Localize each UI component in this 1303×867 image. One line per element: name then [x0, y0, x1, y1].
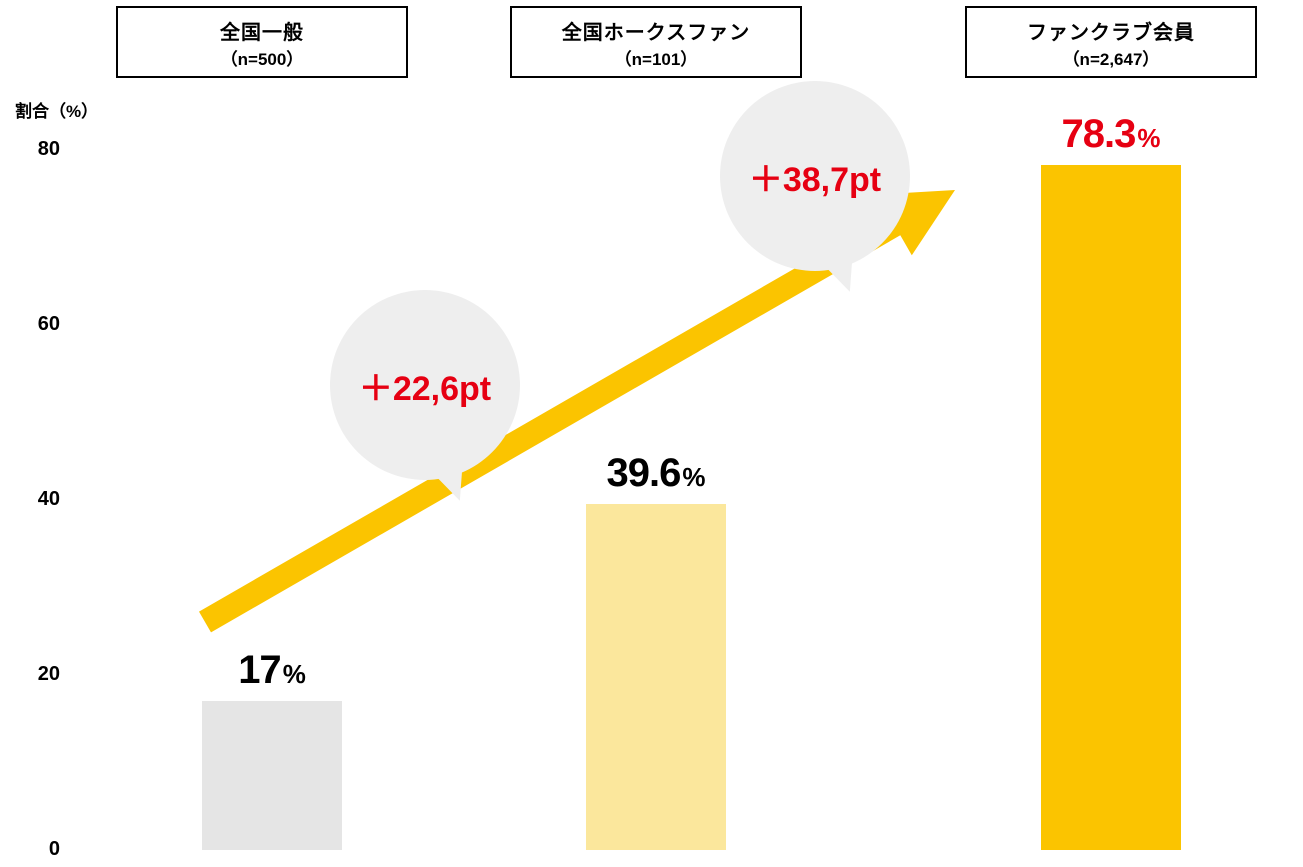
delta-label: ＋38,7pt: [749, 152, 881, 201]
bar-hawks-fan: [586, 504, 726, 851]
category-subtitle: （n=101）: [512, 45, 800, 70]
bar-value-label: 17%: [172, 648, 372, 693]
bar-value-label: 78.3%: [1011, 112, 1211, 157]
plot-area: ＋22,6pt ＋38,7pt 17% 39.6% 78.3%: [110, 150, 1280, 850]
category-header-fanclub: ファンクラブ会員 （n=2,647）: [965, 6, 1257, 78]
delta-bubble: ＋38,7pt: [720, 81, 910, 271]
category-subtitle: （n=2,647）: [967, 45, 1255, 70]
delta-label: ＋22,6pt: [359, 361, 491, 410]
category-title: 全国ホークスファン: [512, 16, 800, 45]
bar-value-label: 39.6%: [556, 451, 756, 496]
bar-chart: 全国一般 （n=500） 全国ホークスファン （n=101） ファンクラブ会員 …: [0, 0, 1303, 867]
y-tick: 40: [20, 488, 60, 511]
category-title: ファンクラブ会員: [967, 16, 1255, 45]
delta-bubble: ＋22,6pt: [330, 290, 520, 480]
bar-fanclub: [1041, 165, 1181, 850]
y-axis-title: 割合（%）: [15, 97, 98, 122]
category-subtitle: （n=500）: [118, 45, 406, 70]
y-tick: 0: [20, 838, 60, 861]
category-title: 全国一般: [118, 16, 406, 45]
y-tick: 20: [20, 663, 60, 686]
y-tick: 80: [20, 138, 60, 161]
category-header-hawks-fan: 全国ホークスファン （n=101）: [510, 6, 802, 78]
y-tick: 60: [20, 313, 60, 336]
bar-general: [202, 701, 342, 850]
category-header-general: 全国一般 （n=500）: [116, 6, 408, 78]
